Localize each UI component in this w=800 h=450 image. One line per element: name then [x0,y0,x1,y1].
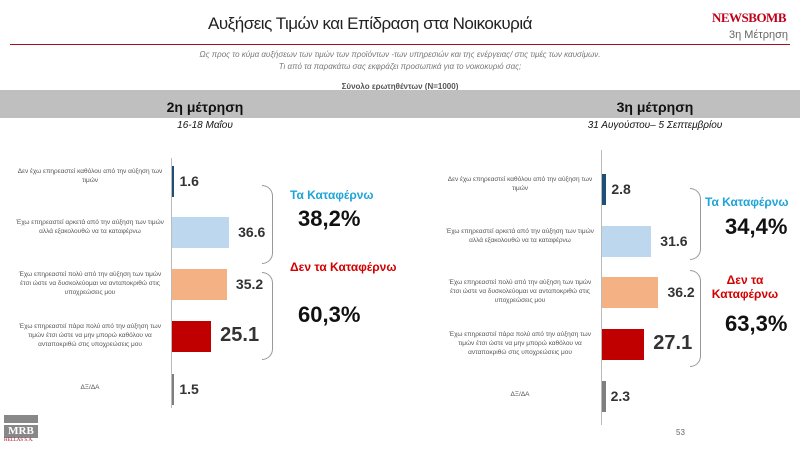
page-title: Αυξήσεις Τιμών και Επίδραση στα Νοικοκυρ… [208,14,532,33]
data-label: 27.1 [653,332,693,354]
data-label: 1.5 [179,381,199,397]
bar [172,269,227,300]
data-label: 1.6 [179,173,199,189]
category-label: Δεν έχω επηρεαστεί καθόλου από την αύξησ… [17,168,163,184]
divider [10,44,790,45]
category-label: ΔΞ/ΔΑ [510,391,530,398]
bar [172,166,175,197]
group-label-cannot-cope: Δεν τα Καταφέρνω [711,273,779,301]
category-label: Έχω επηρεαστεί πάρα πολύ από την αύξηση … [448,331,592,356]
category-label: Δεν έχω επηρεαστεί καθόλου από την αύξησ… [447,176,593,192]
category-label: Έχω επηρεαστεί πολύ από την αύξηση των τ… [448,279,592,304]
category-label: Έχω επηρεαστεί αρκετά από την αύξηση των… [16,219,164,235]
bar [172,374,175,405]
chart-title: 2η μέτρηση [166,99,244,115]
chart-subtitle: 31 Αυγούστου– 5 Σεπτεμβρίου [587,120,723,131]
group-percentage: 60,3% [298,302,361,327]
bar [602,381,606,412]
bar [602,277,659,308]
data-label: 25.1 [220,324,260,346]
bar [172,217,230,248]
data-label: 35.2 [235,276,264,292]
bar [172,321,212,352]
data-label: 36.6 [238,224,266,240]
question-line-1: Ως προς το κύμα αυξήσεων των τιμών των π… [199,50,601,59]
group-bracket [690,270,701,367]
category-label: Έχω επηρεαστεί αρκετά από την αύξηση των… [446,228,594,244]
mrb-logo: MRB HELLAS S.A. [4,415,38,443]
header-band [0,90,800,118]
category-label: Έχω επηρεαστεί πάρα πολύ από την αύξηση … [18,323,162,348]
bar [602,174,607,205]
data-label: 2.3 [610,388,631,404]
category-label: Έχω επηρεαστεί πολύ από την αύξηση των τ… [18,271,162,296]
group-bracket [262,185,273,264]
group-percentage: 38,2% [298,206,361,231]
base-label: Σύνολο ερωτηθέντων (N=1000) [341,82,459,91]
bar [602,226,652,257]
data-label: 31.6 [660,233,688,249]
group-percentage: 63,3% [725,311,788,336]
group-bracket [690,188,701,260]
page-number: 53 [676,428,685,437]
group-percentage: 34,4% [725,214,788,239]
wave-label: 3η Μέτρηση [729,29,788,41]
axis-line [601,150,602,425]
axis-line [171,158,172,408]
data-label: 2.8 [611,181,631,197]
group-bracket [262,272,273,360]
group-label-coping: Τα Καταφέρνω [705,195,789,209]
category-label: ΔΞ/ΔΑ [80,384,100,391]
question-line-2: Τι από τα παρακάτω σας εκφράζει προσωπικ… [278,62,522,71]
bar [602,329,645,360]
newsbomb-logo: NEWSBOMB [711,10,787,25]
data-label: 36.2 [667,284,695,300]
chart-title: 3η μέτρηση [616,99,694,115]
chart-subtitle: 16-18 Μαΐου [177,120,233,131]
group-label-coping: Τα Καταφέρνω [290,188,374,202]
group-label-cannot-cope: Δεν τα Καταφέρνω [290,260,397,274]
